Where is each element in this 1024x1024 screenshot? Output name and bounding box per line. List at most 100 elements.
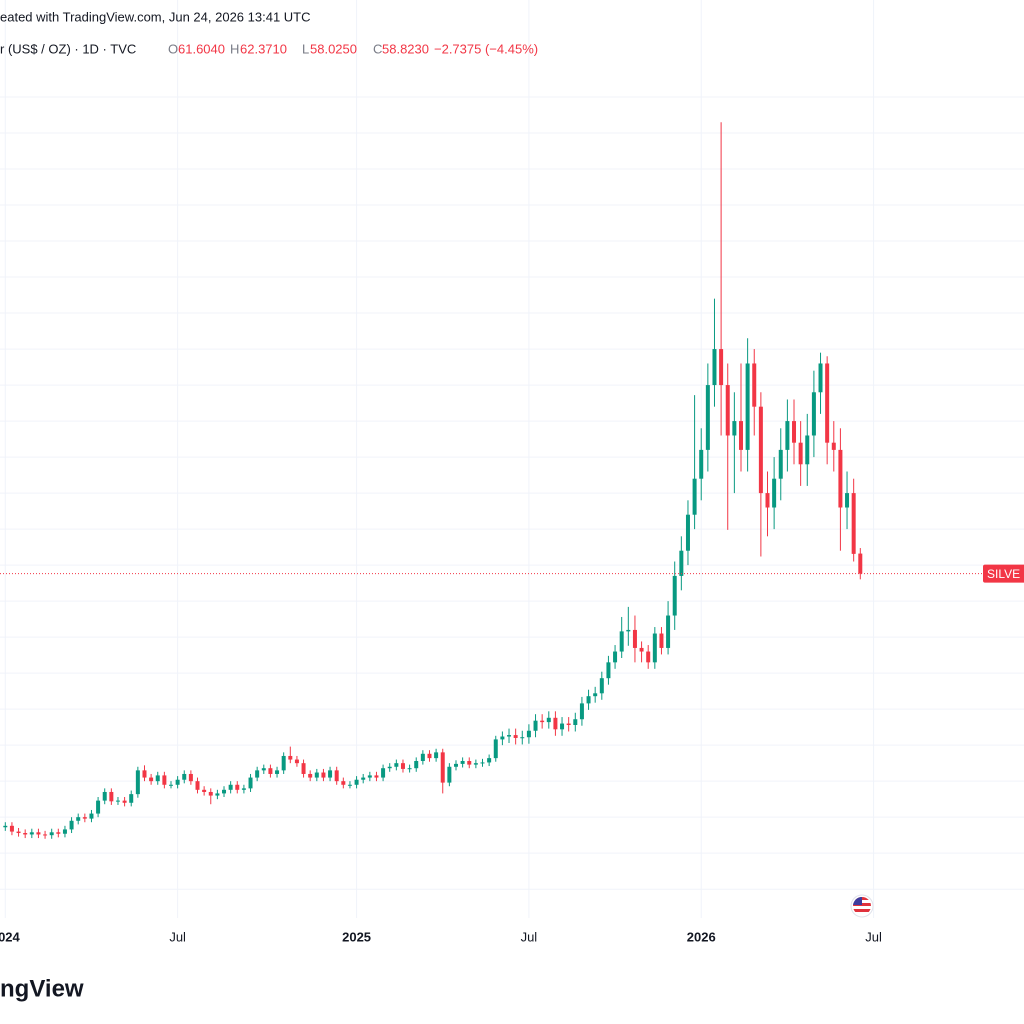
ohlc-value: 62.3710	[240, 41, 287, 56]
candle-body	[215, 793, 220, 796]
ohlc-key: O	[168, 41, 178, 56]
candle-body	[440, 752, 445, 783]
candles	[0, 122, 1024, 839]
x-tick-label: 2025	[342, 929, 371, 944]
candle-body	[255, 770, 260, 778]
candle-body	[599, 678, 604, 694]
change: −2.7375 (−4.45%)	[434, 41, 538, 56]
candle-body	[248, 777, 253, 789]
candle-body	[858, 553, 863, 574]
candle-body	[811, 392, 816, 436]
candle-body	[851, 493, 856, 554]
candle-body	[500, 736, 505, 740]
candle-body	[162, 775, 167, 785]
candle-body	[745, 363, 750, 450]
flag-icon	[850, 894, 874, 918]
candle-body	[778, 449, 783, 479]
candle-body	[16, 831, 21, 834]
candle-body	[652, 633, 657, 663]
candle-body	[520, 737, 525, 739]
candle-body	[526, 730, 531, 738]
candle-body	[109, 791, 114, 802]
candle-body	[699, 449, 704, 479]
created-note: eated with TradingView.com, Jun 24, 2026…	[0, 9, 311, 24]
candle-body	[275, 770, 280, 774]
candle-body	[606, 662, 611, 679]
candle-body	[202, 789, 207, 792]
candle-body	[89, 813, 94, 819]
candle-body	[639, 647, 644, 652]
candle-body	[752, 363, 757, 407]
candle-body	[354, 779, 359, 785]
candle-body	[195, 781, 200, 790]
candle-body	[69, 820, 74, 830]
logo: ngView	[0, 975, 84, 1002]
candle-body	[328, 770, 333, 778]
symbol: r (US$ / OZ) · 1D · TVC	[0, 41, 136, 56]
candle-body	[381, 768, 386, 778]
candle-body	[407, 768, 412, 770]
ohlc-key: L	[302, 41, 309, 56]
x-tick-label: Jul	[169, 929, 186, 944]
candle-body	[334, 770, 339, 782]
candle-body	[772, 478, 777, 508]
candle-body	[692, 478, 697, 515]
x-tick-label: Jul	[521, 929, 538, 944]
candle-body	[268, 768, 273, 774]
candle-body	[738, 421, 743, 450]
ohlc-value: 61.6040	[178, 41, 225, 56]
candle-body	[831, 442, 836, 450]
candle-body	[712, 349, 717, 386]
candle-body	[308, 773, 313, 778]
candle-body	[281, 755, 286, 771]
candle-body	[142, 770, 147, 778]
candle-body	[228, 784, 233, 790]
ohlc-value: 58.0250	[310, 41, 357, 56]
candle-body	[261, 768, 266, 771]
candle-body	[129, 794, 134, 803]
candle-body	[632, 629, 637, 648]
candle-body	[453, 763, 458, 767]
candle-body	[685, 514, 690, 551]
candle-body	[188, 773, 193, 782]
candle-body	[420, 753, 425, 762]
candle-body	[367, 775, 372, 778]
candle-body	[414, 761, 419, 769]
ohlc-key: H	[230, 41, 239, 56]
price-label-box	[983, 564, 1024, 583]
candle-body	[76, 817, 81, 821]
candle-body	[341, 781, 346, 785]
candle-body	[56, 832, 61, 834]
candle-body	[758, 406, 763, 494]
candle-body	[467, 761, 472, 765]
candle-body	[321, 772, 326, 778]
candle-body	[23, 833, 28, 835]
candle-body	[347, 784, 352, 786]
candle-body	[49, 832, 54, 836]
candle-body	[553, 717, 558, 730]
candle-body	[155, 775, 160, 782]
candle-body	[566, 723, 571, 725]
candle-body	[825, 363, 830, 443]
candle-body	[182, 773, 187, 780]
candle-body	[29, 832, 34, 835]
candle-body	[586, 696, 591, 704]
candle-body	[149, 777, 154, 782]
candle-body	[719, 349, 724, 386]
candle-body	[540, 720, 545, 723]
candle-body	[619, 631, 624, 652]
candle-body	[732, 421, 737, 436]
candle-body	[288, 755, 293, 760]
candle-body	[480, 762, 485, 764]
candle-body	[626, 629, 631, 632]
candle-body	[460, 761, 465, 764]
candle-body	[208, 791, 213, 796]
candle-body	[798, 442, 803, 465]
candle-body	[579, 703, 584, 720]
candle-body	[294, 759, 299, 764]
candle-body	[115, 800, 120, 802]
candle-body	[361, 777, 366, 780]
candle-body	[427, 753, 432, 759]
candle-body	[43, 834, 48, 836]
